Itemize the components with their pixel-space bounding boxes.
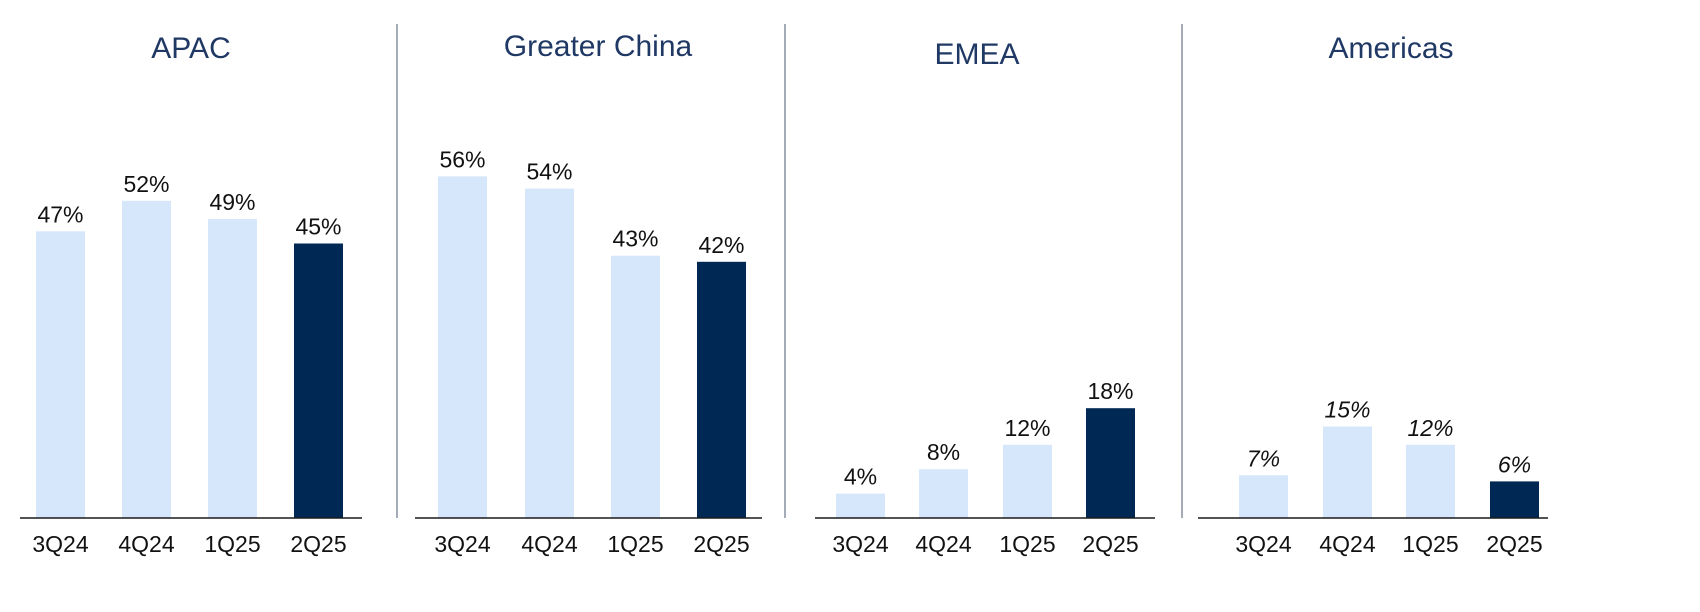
data-label-emea-3q24: 4% bbox=[844, 464, 877, 490]
data-label-apac-1q25: 49% bbox=[209, 189, 255, 215]
data-label-emea-2q25: 18% bbox=[1087, 378, 1133, 404]
x-tick-label-apac-1q25: 1Q25 bbox=[204, 531, 260, 557]
bar-greater-china-4q24 bbox=[525, 188, 574, 518]
bar-apac-3q24 bbox=[36, 231, 85, 519]
panel-title-greater-china: Greater China bbox=[504, 30, 693, 63]
x-tick-label-greater-china-2q25: 2Q25 bbox=[693, 531, 749, 557]
x-tick-label-greater-china-3q24: 3Q24 bbox=[434, 531, 490, 557]
x-tick-label-greater-china-1q25: 1Q25 bbox=[607, 531, 663, 557]
bar-greater-china-2q25 bbox=[697, 261, 746, 518]
data-label-apac-3q24: 47% bbox=[37, 201, 83, 227]
panel-title-apac: APAC bbox=[151, 32, 230, 65]
x-tick-label-emea-1q25: 1Q25 bbox=[999, 531, 1055, 557]
bar-apac-2q25 bbox=[294, 243, 343, 518]
bar-apac-4q24 bbox=[122, 200, 171, 519]
data-label-americas-4q24: 15% bbox=[1324, 397, 1370, 423]
x-tick-label-emea-4q24: 4Q24 bbox=[915, 531, 971, 557]
x-tick-label-emea-3q24: 3Q24 bbox=[832, 531, 888, 557]
bar-greater-china-3q24 bbox=[438, 176, 487, 518]
x-tick-label-greater-china-4q24: 4Q24 bbox=[521, 531, 577, 557]
bar-greater-china-1q25 bbox=[611, 255, 660, 518]
data-label-greater-china-2q25: 42% bbox=[698, 232, 744, 258]
bar-americas-2q25 bbox=[1490, 481, 1539, 518]
x-tick-label-americas-1q25: 1Q25 bbox=[1402, 531, 1458, 557]
data-label-emea-4q24: 8% bbox=[927, 439, 960, 465]
x-tick-label-apac-4q24: 4Q24 bbox=[118, 531, 174, 557]
data-label-americas-3q24: 7% bbox=[1247, 445, 1280, 471]
x-tick-label-americas-2q25: 2Q25 bbox=[1486, 531, 1542, 557]
bar-apac-1q25 bbox=[208, 219, 257, 518]
bar-emea-4q24 bbox=[919, 469, 968, 518]
bar-emea-3q24 bbox=[836, 493, 885, 518]
data-label-apac-4q24: 52% bbox=[123, 171, 169, 197]
x-tick-label-emea-2q25: 2Q25 bbox=[1082, 531, 1138, 557]
bar-emea-2q25 bbox=[1086, 408, 1135, 518]
bar-americas-4q24 bbox=[1323, 426, 1372, 518]
data-label-apac-2q25: 45% bbox=[295, 214, 341, 240]
data-label-americas-1q25: 12% bbox=[1407, 415, 1453, 441]
data-label-greater-china-1q25: 43% bbox=[612, 226, 658, 252]
data-label-emea-1q25: 12% bbox=[1004, 415, 1050, 441]
x-tick-label-apac-3q24: 3Q24 bbox=[32, 531, 88, 557]
data-label-greater-china-4q24: 54% bbox=[526, 159, 572, 185]
panel-title-americas: Americas bbox=[1328, 32, 1453, 65]
x-tick-label-americas-3q24: 3Q24 bbox=[1235, 531, 1291, 557]
bar-americas-3q24 bbox=[1239, 475, 1288, 518]
x-tick-label-apac-2q25: 2Q25 bbox=[290, 531, 346, 557]
bar-emea-1q25 bbox=[1003, 444, 1052, 518]
x-tick-label-americas-4q24: 4Q24 bbox=[1319, 531, 1375, 557]
data-label-americas-2q25: 6% bbox=[1498, 451, 1531, 477]
panel-title-emea: EMEA bbox=[934, 38, 1019, 71]
data-label-greater-china-3q24: 56% bbox=[439, 146, 485, 172]
bar-americas-1q25 bbox=[1406, 444, 1455, 518]
